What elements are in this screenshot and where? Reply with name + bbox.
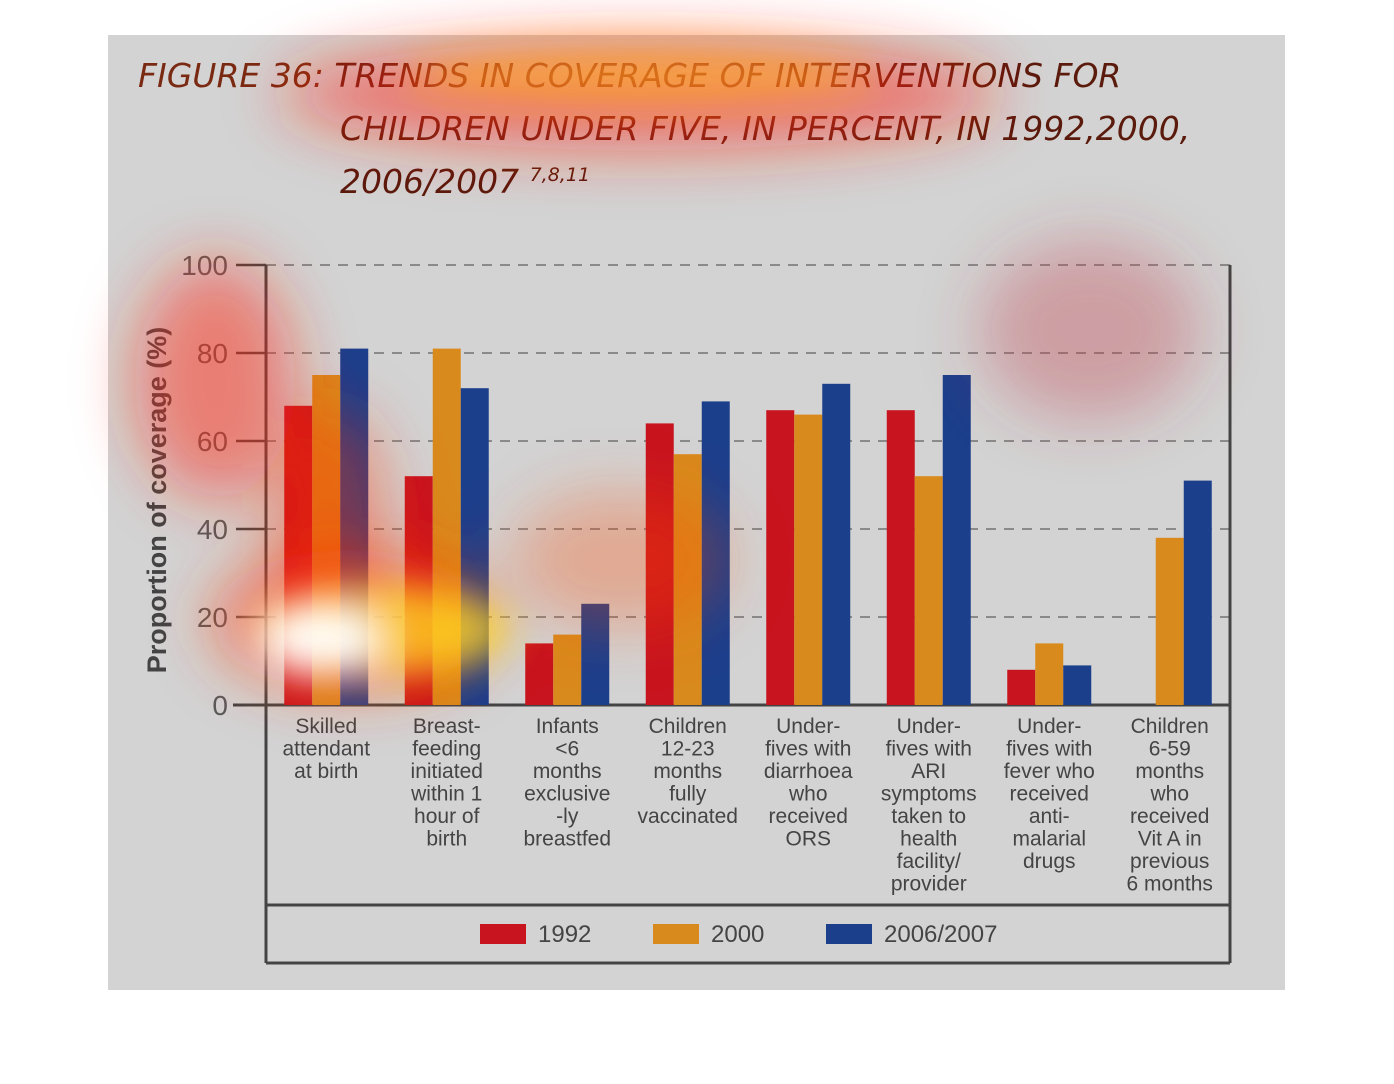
y-tick-label: 40 [197,514,228,545]
y-tick-label: 0 [212,690,228,721]
category-label-4: Under-fives with diarrhoea who received ORS [764,715,853,851]
bar-1992-1 [404,476,433,705]
bar-2000-5 [914,476,943,705]
bar-2000-0 [312,375,341,705]
bar-2000-7 [1155,537,1184,705]
legend-swatch-1 [653,924,699,944]
bar-2006-2007-3 [701,401,730,705]
category-label-3: Children 12-23 months fully vaccinated [638,715,738,828]
bar-1992-5 [886,410,915,705]
bar-1992-6 [1007,669,1036,705]
y-tick-label: 20 [197,602,228,633]
bar-2000-2 [553,634,582,705]
category-label-7: Children 6-59 months who received Vit A in pre… [1127,715,1213,896]
bar-2000-6 [1035,643,1064,705]
bar-2006-2007-4 [822,383,851,705]
y-tick-label: 60 [197,426,228,457]
bar-1992-0 [284,405,313,705]
legend-label-1: 2000 [711,921,764,948]
category-label-1: Breast-feeding initiated within 1 hour of bi… [410,715,483,851]
bar-1992-4 [766,410,795,705]
title-line-3: 2006/2007 [340,162,520,201]
legend-label-0: 1992 [538,921,591,948]
legend-swatch-0 [480,924,526,944]
bar-2006-2007-1 [460,388,489,705]
bar-2006-2007-0 [340,348,369,705]
category-label-6: Under-fives with fever who received anti-ma… [1004,715,1095,873]
bar-1992-2 [525,643,554,705]
bar-2000-1 [432,348,461,705]
bar-2006-2007-6 [1063,665,1092,705]
category-label-2: Infants <6 months exclusive -ly breastfed [523,715,611,851]
legend-swatch-2 [826,924,872,944]
y-tick-label: 80 [197,338,228,369]
bar-2000-4 [794,414,823,705]
legend-label-2: 2006/2007 [884,921,997,948]
category-label-5: Under-fives with ARI symptoms taken to healt… [881,715,977,896]
y-tick-label: 100 [181,250,228,281]
bar-2006-2007-5 [942,375,971,705]
figure-panel: FIGURE 36: TRENDS IN COVERAGE OF INTERVE… [108,35,1285,990]
bar-2006-2007-7 [1183,480,1212,705]
bar-2006-2007-2 [581,603,610,705]
bar-1992-3 [645,423,674,705]
y-axis-label: Proportion of coverage (%) [142,327,172,674]
title-refs: 7,8,11 [529,164,591,186]
bar-chart: 0 20 40 60 80 100 Proportion of coverage (%) Sk… [142,250,1232,965]
category-label-0: Skilled attendant at birth [282,715,370,783]
bar-2000-3 [673,454,702,705]
